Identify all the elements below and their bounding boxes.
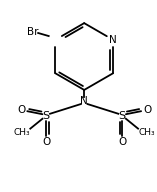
Text: O: O — [42, 137, 50, 147]
Text: O: O — [17, 105, 25, 115]
Text: CH₃: CH₃ — [13, 128, 30, 137]
Text: CH₃: CH₃ — [139, 128, 155, 137]
Text: N: N — [80, 96, 88, 106]
Text: S: S — [119, 112, 126, 122]
Text: N: N — [109, 35, 117, 45]
Text: S: S — [43, 112, 50, 122]
Text: O: O — [143, 105, 151, 115]
Text: Br: Br — [27, 27, 38, 37]
Text: O: O — [118, 137, 126, 147]
